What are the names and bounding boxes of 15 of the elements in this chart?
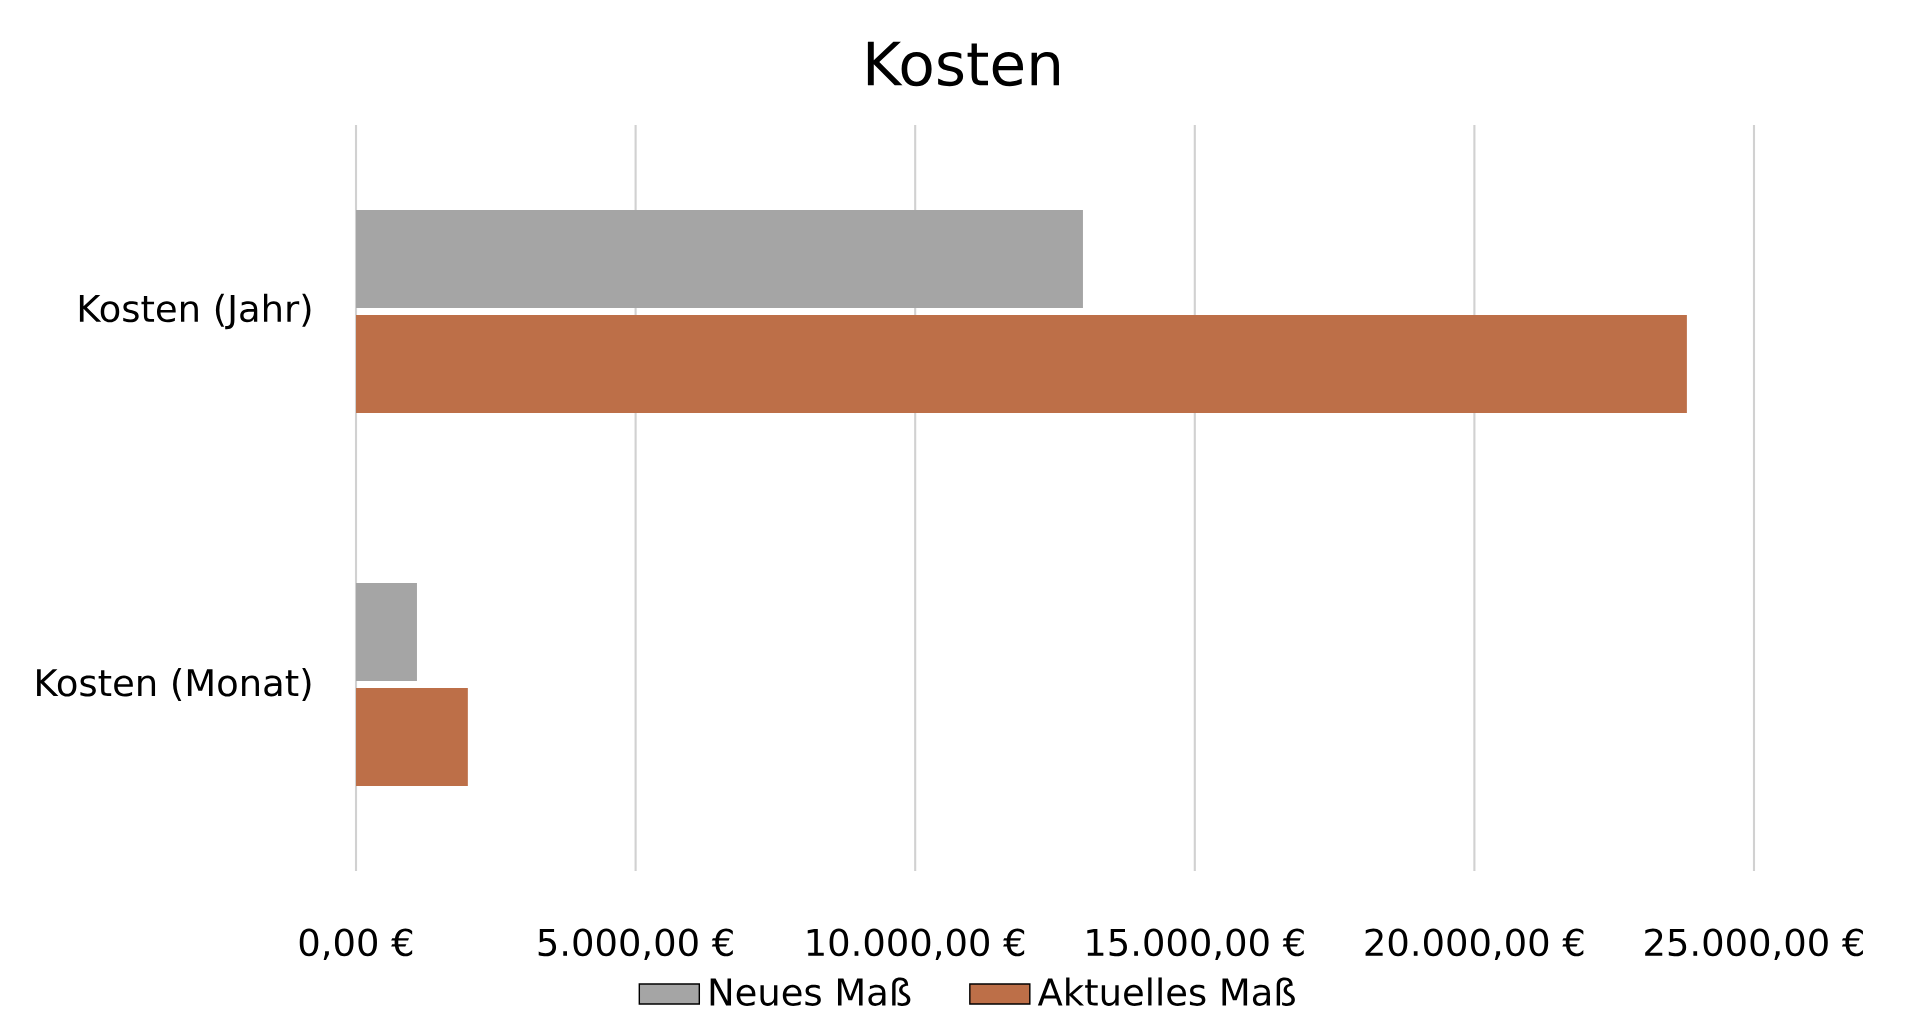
chart-title: Kosten (867, 41, 1059, 87)
legend-label: Aktuelles Maß (1037, 977, 1295, 1006)
x-tick-label: 10.000,00 € (807, 928, 1025, 961)
x-tick-label: 20.000,00 € (1365, 928, 1584, 961)
bar (356, 209, 1083, 308)
x-tick-label: 0,00 € (299, 928, 413, 961)
x-tick-label: 5.000,00 € (538, 928, 733, 961)
x-tick-label: 25.000,00 € (1645, 928, 1863, 961)
y-tick-label: Kosten (Jahr) (79, 293, 311, 330)
x-tick-label: 15.000,00 € (1087, 928, 1304, 961)
bar (356, 582, 417, 681)
bar (356, 315, 1687, 414)
bar (356, 688, 468, 787)
y-tick-label: Kosten (Monat) (37, 668, 311, 701)
legend-label: Neues Maß (710, 977, 911, 1006)
